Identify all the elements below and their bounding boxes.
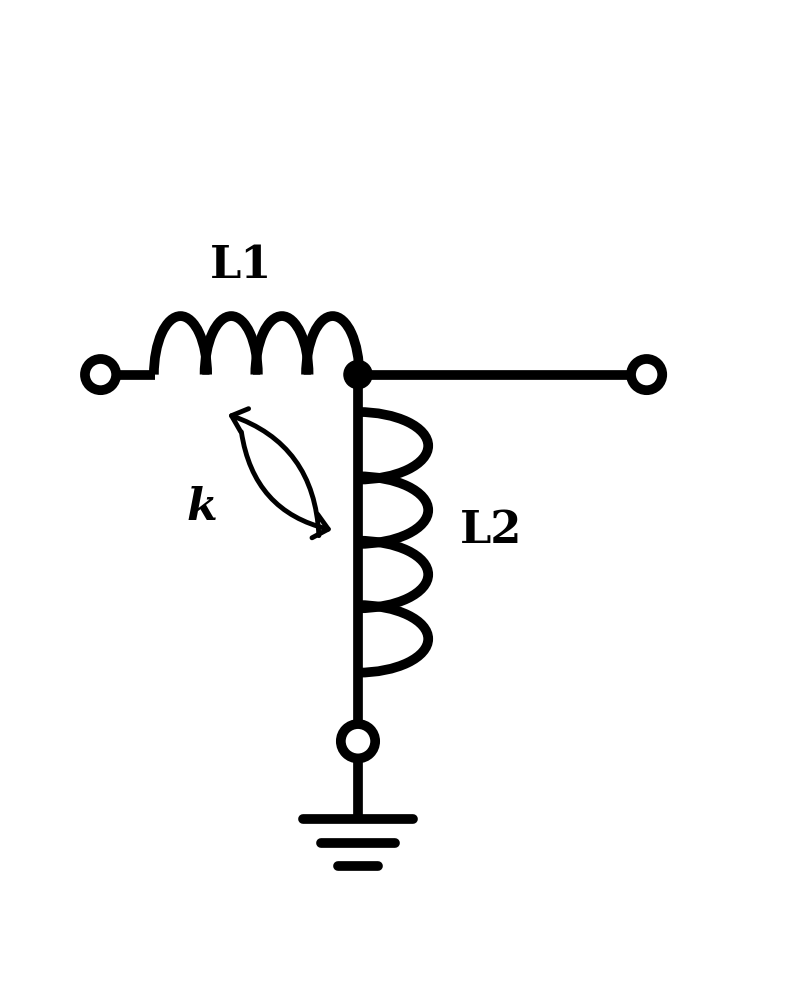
Text: k: k <box>187 486 218 529</box>
Text: L1: L1 <box>210 244 272 286</box>
FancyArrowPatch shape <box>241 432 328 538</box>
FancyArrowPatch shape <box>232 408 319 535</box>
Text: L2: L2 <box>460 509 522 552</box>
Circle shape <box>344 361 372 388</box>
